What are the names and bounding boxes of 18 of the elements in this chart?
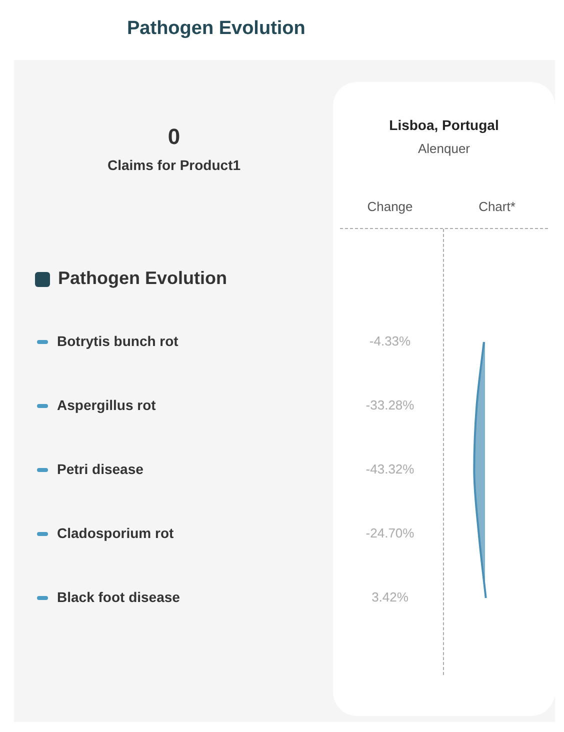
data-label: -33.28%	[366, 398, 415, 413]
text: Claims for Product1	[106, 157, 242, 173]
y-tick-label: Black foot disease	[57, 588, 180, 605]
text: Chart*	[478, 199, 516, 214]
data-label: -24.70%	[366, 526, 415, 541]
y-tick-label: Petri disease	[57, 460, 144, 477]
text: Alenquer	[416, 141, 472, 156]
y-tick-label: Botrytis bunch rot	[57, 332, 179, 349]
text: 0	[166, 124, 182, 150]
y-tick-label: Cladosporium rot	[57, 524, 174, 541]
text: Change	[366, 199, 414, 214]
data-label: 3.42%	[372, 590, 409, 605]
y-tick-label: Aspergillus rot	[57, 396, 156, 413]
chart-subtitle: Lisboa, Portugal	[388, 117, 500, 133]
data-label: -4.33%	[369, 334, 412, 349]
legend-title: Pathogen Evolution	[58, 268, 227, 289]
text: Pathogen Evolution	[127, 18, 306, 40]
data-label: -43.32%	[366, 462, 415, 477]
